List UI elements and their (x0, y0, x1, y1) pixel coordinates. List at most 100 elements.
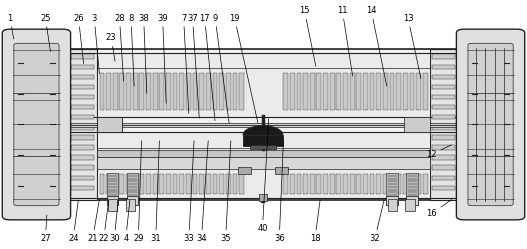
Text: 25: 25 (40, 13, 51, 51)
Text: 16: 16 (426, 200, 452, 218)
Bar (243, 135, 283, 146)
Bar (68, 49, 458, 200)
Bar (113, 174, 118, 194)
Bar (432, 85, 455, 89)
Text: 1: 1 (7, 13, 14, 39)
Bar (350, 72, 355, 110)
Bar (193, 72, 198, 110)
Text: 15: 15 (299, 6, 316, 66)
Bar (336, 72, 341, 110)
Bar (409, 174, 414, 194)
Bar (193, 174, 198, 194)
Bar (186, 174, 191, 194)
Bar (396, 72, 401, 110)
Text: 8: 8 (129, 13, 134, 86)
Bar (430, 49, 458, 200)
Text: 35: 35 (220, 141, 231, 243)
Bar (100, 72, 104, 110)
Bar (146, 72, 151, 110)
Bar (71, 75, 94, 79)
Bar (432, 166, 455, 170)
Bar (350, 174, 355, 194)
Bar (199, 174, 204, 194)
Bar (297, 72, 301, 110)
Bar (432, 75, 455, 79)
Bar (389, 72, 394, 110)
Bar (71, 125, 94, 129)
Bar (386, 173, 398, 196)
Bar (71, 95, 94, 99)
Bar (166, 174, 171, 194)
Bar (317, 174, 321, 194)
Bar (97, 117, 122, 132)
Bar (71, 155, 94, 160)
Bar (432, 186, 455, 190)
Bar (68, 123, 458, 127)
Bar (71, 105, 94, 109)
Bar (71, 64, 94, 69)
Text: 29: 29 (133, 141, 144, 243)
Text: 9: 9 (212, 13, 229, 123)
Bar (126, 72, 131, 110)
Bar (140, 174, 144, 194)
Bar (97, 117, 122, 132)
Bar (97, 132, 430, 197)
Wedge shape (243, 125, 283, 135)
Bar (71, 166, 94, 170)
Bar (113, 72, 118, 110)
Bar (432, 125, 455, 129)
Bar (396, 174, 401, 194)
Bar (323, 72, 328, 110)
Text: 17: 17 (199, 13, 215, 121)
Bar (106, 174, 111, 194)
Bar (387, 199, 397, 211)
Bar (310, 72, 315, 110)
Bar (283, 72, 288, 110)
Bar (108, 199, 118, 211)
Bar (146, 174, 151, 194)
Bar (404, 117, 430, 132)
Bar (275, 167, 288, 174)
Bar (403, 72, 408, 110)
Bar (432, 135, 455, 140)
Bar (126, 199, 135, 211)
Text: 23: 23 (106, 33, 116, 61)
Bar (406, 173, 418, 196)
Bar (179, 174, 184, 194)
Bar (71, 186, 94, 190)
Bar (133, 174, 138, 194)
Bar (432, 115, 455, 120)
Text: 12: 12 (426, 145, 452, 159)
Bar (432, 95, 455, 99)
Bar (206, 72, 211, 110)
Bar (416, 72, 421, 110)
Text: 26: 26 (73, 13, 84, 64)
Bar (383, 174, 388, 194)
Bar (376, 72, 381, 110)
Bar (432, 64, 455, 69)
Bar (370, 174, 375, 194)
Bar (330, 72, 335, 110)
Bar (127, 196, 139, 205)
Bar (120, 174, 124, 194)
Bar (363, 174, 368, 194)
Text: 21: 21 (87, 200, 99, 243)
Bar (226, 174, 231, 194)
FancyBboxPatch shape (14, 43, 59, 206)
Bar (206, 174, 211, 194)
Bar (239, 174, 244, 194)
Bar (259, 194, 267, 200)
Bar (416, 174, 421, 194)
Text: 38: 38 (138, 13, 149, 93)
Bar (386, 196, 398, 205)
Bar (71, 135, 94, 140)
Bar (336, 174, 341, 194)
Text: 30: 30 (109, 200, 120, 243)
Bar (423, 72, 428, 110)
Bar (405, 199, 415, 211)
Text: 13: 13 (403, 13, 421, 79)
Bar (133, 72, 138, 110)
FancyBboxPatch shape (2, 29, 71, 220)
Bar (356, 174, 361, 194)
Text: 3: 3 (92, 13, 100, 74)
